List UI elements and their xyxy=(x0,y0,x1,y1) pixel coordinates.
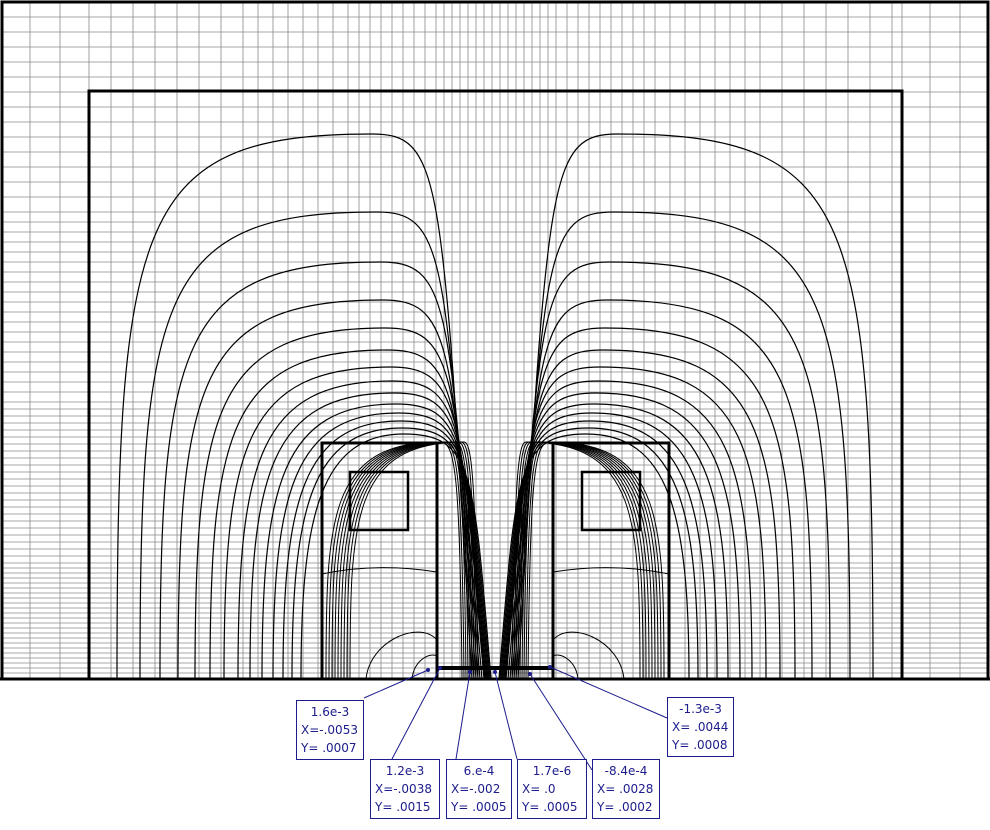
probe-point xyxy=(438,666,442,670)
probe-label-5: -8.4e-4 X= .0028 Y= .0002 xyxy=(592,759,660,819)
probe-y: Y= .0002 xyxy=(597,800,653,814)
probe-x: X= .0044 xyxy=(672,720,729,734)
contour-line xyxy=(159,261,477,680)
probe-value: -1.3e-3 xyxy=(679,702,722,716)
probe-x: X= .0028 xyxy=(597,782,654,796)
probe-x: X=-.0053 xyxy=(301,723,358,737)
contour-line xyxy=(331,441,467,680)
contour-line xyxy=(325,441,463,680)
probe-x: X= .0 xyxy=(522,782,556,796)
probe-label-3: 6.e-4 X=-.002 Y= .0005 xyxy=(446,759,512,819)
probe-label-2: 1.2e-3 X=-.0038 Y= .0015 xyxy=(370,759,440,819)
outer-domain-boundary xyxy=(0,0,990,681)
contour-line xyxy=(513,261,831,680)
contour-line xyxy=(139,211,475,680)
contour-line xyxy=(321,567,438,575)
probe-y: Y= .0015 xyxy=(375,800,431,814)
contour-line xyxy=(517,133,874,680)
contour-line xyxy=(337,441,471,680)
geometry-outlines xyxy=(0,0,990,681)
probe-point xyxy=(528,672,532,676)
probe-value: -8.4e-4 xyxy=(604,764,648,778)
contour-line xyxy=(498,433,690,680)
probe-label-1: 1.6e-3 X=-.0053 Y= .0007 xyxy=(296,700,364,760)
right-coil xyxy=(580,470,642,532)
probe-point xyxy=(548,665,552,669)
probe-x: X=-.002 xyxy=(451,782,501,796)
probe-leaders xyxy=(363,665,668,771)
contour-line xyxy=(511,299,813,680)
contour-line xyxy=(500,420,708,680)
probe-value: 1.6e-3 xyxy=(310,705,350,719)
contour-line xyxy=(523,441,659,680)
contour-line xyxy=(513,441,644,680)
contour-line xyxy=(517,441,650,680)
probe-label-6: -1.3e-3 X= .0044 Y= .0008 xyxy=(667,697,734,757)
probe-leader-line xyxy=(494,671,518,760)
left-coil xyxy=(348,470,410,532)
probe-x: X=-.0038 xyxy=(375,782,432,796)
probe-value: 1.7e-6 xyxy=(532,764,572,778)
contour-line xyxy=(511,441,641,680)
contour-line xyxy=(411,654,438,680)
probe-value: 6.e-4 xyxy=(463,764,495,778)
probe-leader-line xyxy=(363,669,429,699)
contour-line xyxy=(334,441,469,680)
contour-line xyxy=(552,631,625,680)
contour-line xyxy=(349,441,479,680)
probe-label-4: 1.7e-6 X= .0 Y= .0005 xyxy=(517,759,587,819)
contour-line xyxy=(501,412,718,680)
probe-y: Y= .0005 xyxy=(522,800,578,814)
contour-line xyxy=(521,441,656,680)
contour-line xyxy=(282,420,490,680)
contour-line xyxy=(552,567,670,575)
probe-y: Y= .0008 xyxy=(672,738,728,752)
left-core-block xyxy=(320,441,439,681)
contour-line xyxy=(272,412,489,680)
probe-leader-line xyxy=(549,666,668,719)
probe-value: 1.2e-3 xyxy=(385,764,425,778)
contour-line xyxy=(552,654,579,680)
contour-line xyxy=(300,433,492,680)
probe-leader-line xyxy=(529,673,593,771)
mesh-grid xyxy=(1,1,989,679)
probe-point xyxy=(468,670,472,674)
probe-point xyxy=(493,670,497,674)
contour-line xyxy=(346,441,477,680)
contour-line xyxy=(116,133,473,680)
contour-line xyxy=(515,211,851,680)
probe-point xyxy=(426,668,430,672)
contour-line xyxy=(177,299,479,680)
probe-leader-line xyxy=(391,667,441,760)
bottom-gap-bar xyxy=(437,666,553,670)
probe-y: Y= .0007 xyxy=(301,741,357,755)
contour-line xyxy=(365,631,438,680)
probe-y: Y= .0005 xyxy=(451,800,507,814)
probe-leader-line xyxy=(455,671,471,760)
